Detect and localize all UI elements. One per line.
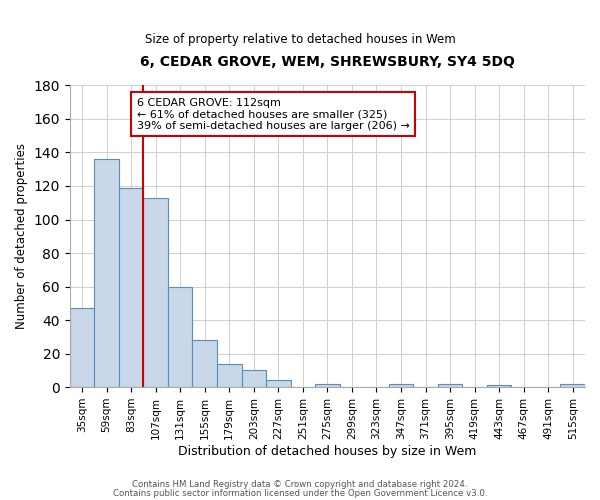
- Text: Contains public sector information licensed under the Open Government Licence v3: Contains public sector information licen…: [113, 488, 487, 498]
- Bar: [193, 340, 217, 387]
- Bar: [94, 159, 119, 387]
- Bar: [315, 384, 340, 387]
- Bar: [70, 308, 94, 387]
- Text: Contains HM Land Registry data © Crown copyright and database right 2024.: Contains HM Land Registry data © Crown c…: [132, 480, 468, 489]
- Bar: [242, 370, 266, 387]
- Bar: [389, 384, 413, 387]
- X-axis label: Distribution of detached houses by size in Wem: Distribution of detached houses by size …: [178, 444, 476, 458]
- Bar: [143, 198, 168, 387]
- Bar: [168, 286, 193, 387]
- Title: 6, CEDAR GROVE, WEM, SHREWSBURY, SY4 5DQ: 6, CEDAR GROVE, WEM, SHREWSBURY, SY4 5DQ: [140, 55, 515, 69]
- Text: 6 CEDAR GROVE: 112sqm
← 61% of detached houses are smaller (325)
39% of semi-det: 6 CEDAR GROVE: 112sqm ← 61% of detached …: [137, 98, 410, 130]
- Bar: [487, 386, 511, 387]
- Bar: [217, 364, 242, 387]
- Bar: [266, 380, 290, 387]
- Text: Size of property relative to detached houses in Wem: Size of property relative to detached ho…: [145, 32, 455, 46]
- Y-axis label: Number of detached properties: Number of detached properties: [15, 144, 28, 330]
- Bar: [560, 384, 585, 387]
- Bar: [438, 384, 463, 387]
- Bar: [119, 188, 143, 387]
